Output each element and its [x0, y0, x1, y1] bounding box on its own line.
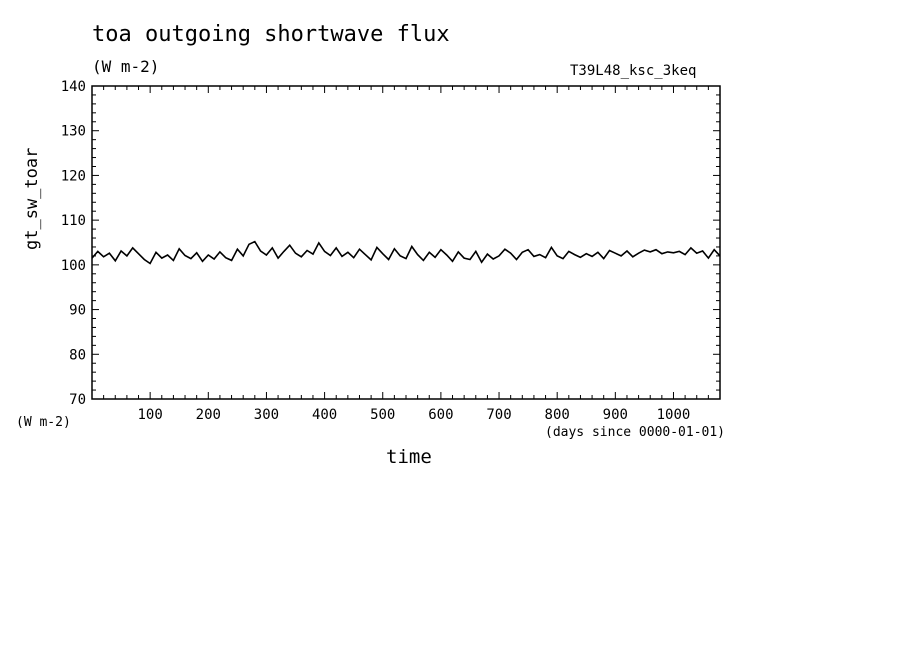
- x-tick-label: 700: [486, 407, 511, 423]
- x-tick-label: 800: [545, 407, 570, 423]
- x-axis-unit: (days since 0000-01-01): [545, 425, 726, 440]
- plot-frame: [91, 85, 721, 400]
- chart-title: toa outgoing shortwave flux: [92, 22, 450, 47]
- y-tick-label: 120: [61, 168, 86, 184]
- x-tick-label: 300: [254, 407, 279, 423]
- y-tick-label: 140: [61, 79, 86, 95]
- x-tick-label: 200: [196, 407, 221, 423]
- x-tick-label: 400: [312, 407, 337, 423]
- series-line: [91, 240, 721, 265]
- axis-tick-labels: 100 200 300 400 500 600 700 800 900 1000 70 80 90 100…: [61, 79, 691, 423]
- x-axis-title: time: [386, 446, 432, 468]
- y-tick-label: 90: [69, 303, 86, 319]
- y-tick-label: 110: [61, 213, 86, 229]
- x-tick-label: 500: [370, 407, 395, 423]
- y-tick-label: 130: [61, 124, 86, 140]
- chart-units: (W m-2): [92, 57, 160, 76]
- y-axis-unit: (W m-2): [16, 415, 71, 430]
- y-tick-label: 100: [61, 258, 86, 274]
- y-tick-label: 80: [69, 347, 86, 363]
- x-tick-label: 100: [137, 407, 162, 423]
- x-tick-label: 600: [428, 407, 453, 423]
- x-tick-label: 1000: [657, 407, 691, 423]
- run-id-label: T39L48_ksc_3keq: [570, 63, 697, 79]
- x-tick-label: 900: [603, 407, 628, 423]
- axis-ticks: [92, 85, 720, 400]
- y-tick-label: 70: [69, 392, 86, 408]
